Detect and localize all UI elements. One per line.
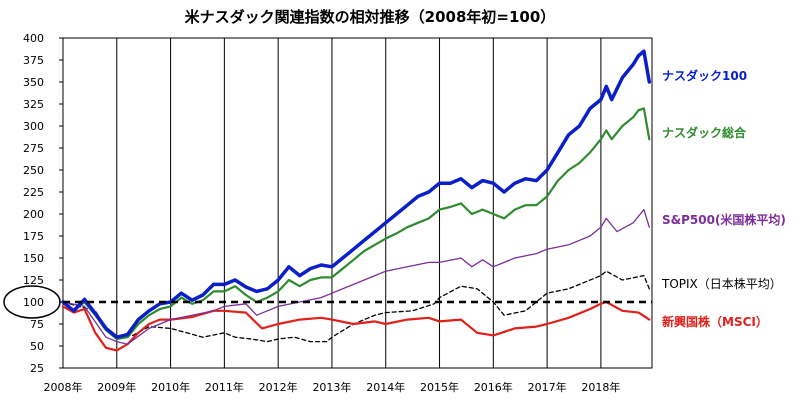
x-tick-label: 2018年 <box>581 380 620 394</box>
y-axis: 25 50 75 100 125 150 175 200 225 250 275 300 325 350 3… <box>23 32 63 375</box>
series-label: TOPIX（日本株平均） <box>661 276 782 291</box>
y-tick-label: 400 <box>23 32 44 45</box>
series-line <box>61 300 651 352</box>
series-label: S&P500(米国株平均) <box>662 212 786 227</box>
x-axis: 2008年 2009年 2010年 2011年 2012年 2013年 2014年 2015年… <box>44 380 621 394</box>
series-line <box>62 270 650 343</box>
x-tick-label: 2016年 <box>474 380 513 394</box>
plot-frame <box>62 37 653 369</box>
y-tick-label: 125 <box>23 274 44 287</box>
y-tick-label: 150 <box>23 252 44 265</box>
series-line <box>61 107 651 341</box>
series-label: 新興国株（MSCI） <box>662 314 768 329</box>
series-label: ナスダック総合 <box>662 125 747 140</box>
y-tick-label: 275 <box>23 142 44 155</box>
y-tick-label: 250 <box>23 164 44 177</box>
series-labels: ナスダック100 ナスダック総合 S&P500(米国株平均) TOPIX（日本株平均）… <box>661 68 786 329</box>
x-tick-label: 2013年 <box>312 380 351 394</box>
y-tick-label: 100 <box>23 296 44 309</box>
series-line <box>62 208 650 345</box>
chart-title: 米ナスダック関連指数の相対推移（2008年初=100） <box>185 8 556 26</box>
x-tick-label: 2015年 <box>420 380 459 394</box>
series-label: ナスダック100 <box>662 68 747 83</box>
y-tick-label: 325 <box>23 98 44 111</box>
y-tick-label: 300 <box>23 120 44 133</box>
series-lines <box>61 49 652 352</box>
x-tick-label: 2014年 <box>366 380 405 394</box>
gridlines <box>62 37 653 369</box>
y-tick-label: 225 <box>23 186 44 199</box>
y-tick-label: 350 <box>23 76 44 89</box>
y-tick-label: 50 <box>30 340 44 353</box>
y-tick-label: 75 <box>30 318 44 331</box>
y-tick-label: 175 <box>23 230 44 243</box>
series-line <box>61 49 652 339</box>
y-tick-label: 25 <box>30 362 44 375</box>
y-tick-label: 200 <box>23 208 44 221</box>
baseline-highlight-ellipse <box>3 285 61 319</box>
x-tick-label: 2010年 <box>151 380 190 394</box>
x-tick-label: 2008年 <box>44 380 83 394</box>
x-tick-label: 2009年 <box>97 380 136 394</box>
x-tick-label: 2017年 <box>528 380 567 394</box>
y-tick-label: 375 <box>23 54 44 67</box>
x-tick-label: 2012年 <box>259 380 298 394</box>
x-tick-label: 2011年 <box>205 380 244 394</box>
